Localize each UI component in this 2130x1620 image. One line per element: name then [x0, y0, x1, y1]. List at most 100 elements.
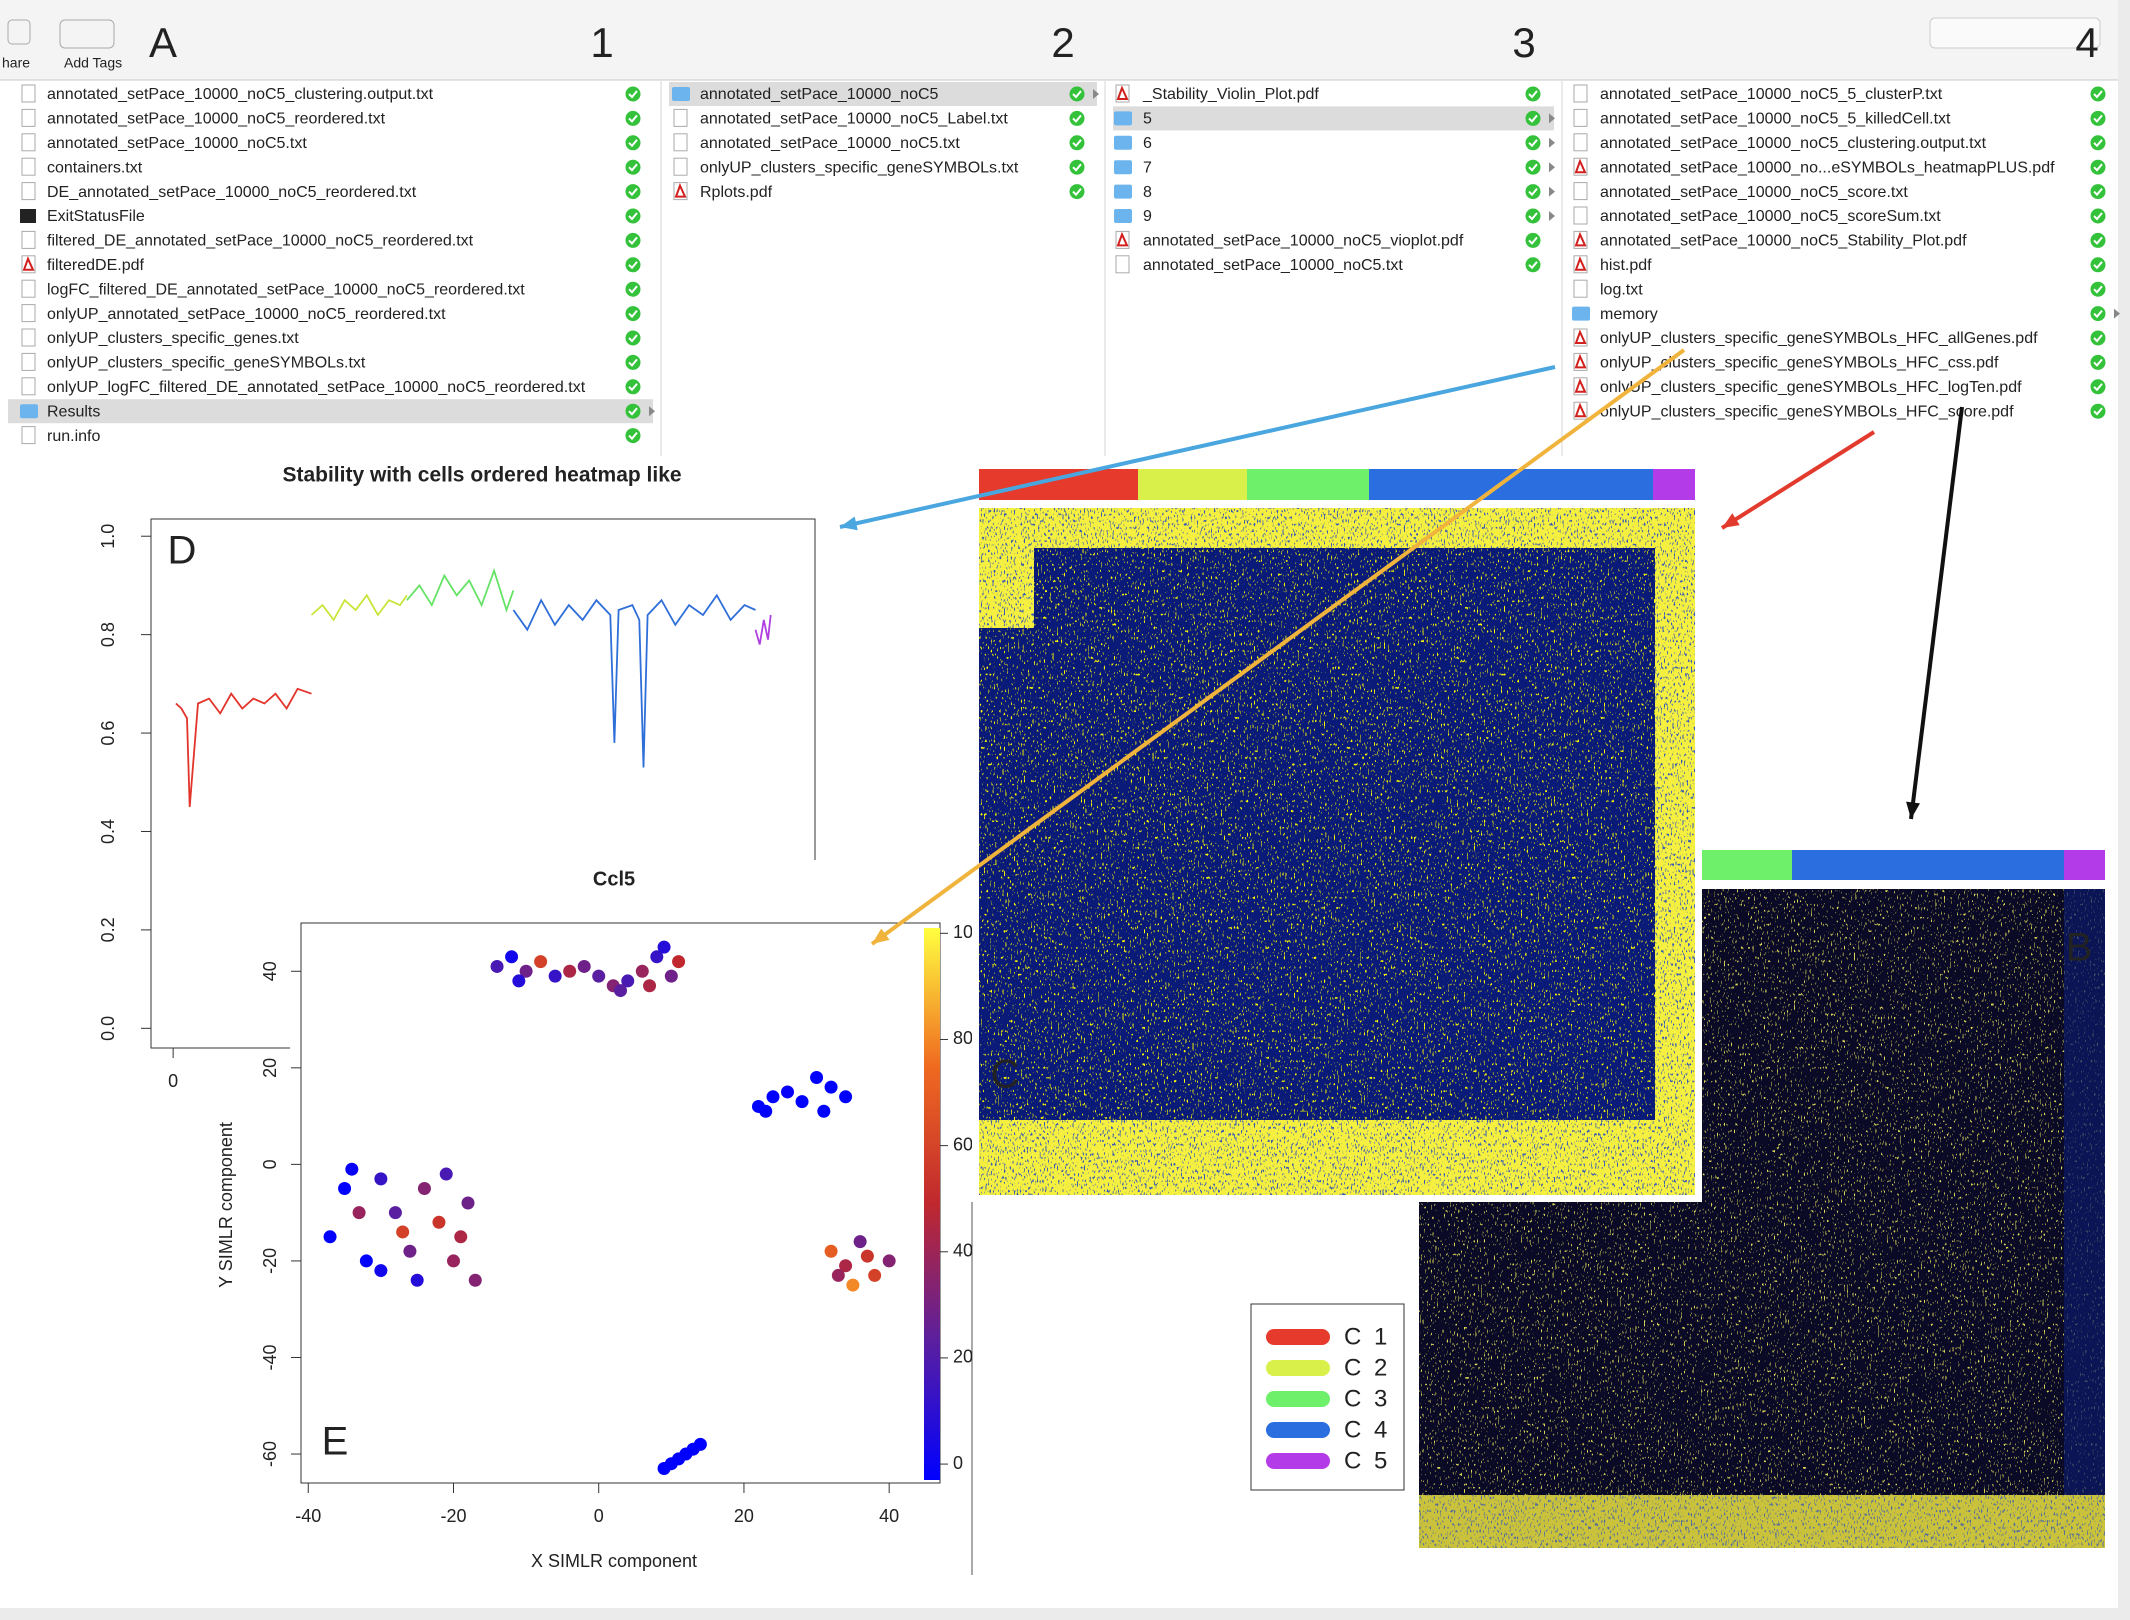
- selected-row: [8, 399, 653, 424]
- selected-row: [1113, 106, 1554, 131]
- scatter-point: [345, 1162, 359, 1176]
- file-name[interactable]: filtered_DE_annotated_setPace_10000_noC5…: [47, 233, 474, 250]
- y-tick-label: 0.0: [98, 1016, 118, 1041]
- stability-line: [406, 567, 515, 613]
- file-name[interactable]: onlyUP_logFC_filtered_DE_annotated_setPa…: [47, 379, 586, 396]
- folder-icon: [1114, 111, 1132, 126]
- file-name[interactable]: log.txt: [1600, 281, 1643, 298]
- file-name[interactable]: onlyUP_clusters_specific_geneSYMBOLs_HFC…: [1600, 330, 2038, 347]
- status-check: [628, 114, 638, 123]
- file-name[interactable]: onlyUP_clusters_specific_geneSYMBOLs_HFC…: [1600, 403, 2014, 420]
- file-name[interactable]: 8: [1143, 184, 1152, 201]
- file-name[interactable]: annotated_setPace_10000_noC5_vioplot.pdf: [1143, 233, 1464, 250]
- txt-icon: [1115, 255, 1130, 274]
- file-name[interactable]: annotated_setPace_10000_noC5_Label.txt: [700, 111, 1008, 128]
- file-name[interactable]: 6: [1143, 135, 1152, 152]
- legend-label: C 1: [1344, 1323, 1390, 1350]
- arrow: [870, 348, 1686, 946]
- status-check: [628, 139, 638, 148]
- status-badge: [2090, 86, 2106, 102]
- folder-icon: [1572, 306, 1590, 321]
- share-button[interactable]: [7, 19, 31, 45]
- file-name[interactable]: annotated_setPace_10000_noC5_reordered.t…: [47, 111, 386, 128]
- file-name[interactable]: annotated_setPace_10000_noC5.txt: [47, 135, 307, 152]
- status-check: [628, 90, 638, 99]
- file-name[interactable]: annotated_setPace_10000_noC5_clustering.…: [1600, 135, 1987, 152]
- x-tick-label: 0: [594, 1506, 604, 1526]
- arrow: [1720, 430, 1876, 530]
- file-name[interactable]: 7: [1143, 159, 1152, 176]
- status-badge: [2090, 208, 2106, 224]
- legend-label: C 5: [1344, 1447, 1390, 1474]
- scatter-point: [439, 1167, 453, 1181]
- status-badge: [2090, 403, 2106, 419]
- heatmap-c-noise: [979, 508, 1695, 1195]
- y-tick-label: 0.2: [98, 917, 118, 942]
- file-name[interactable]: memory: [1600, 306, 1658, 323]
- disclosure-arrow: [2114, 308, 2120, 319]
- file-name[interactable]: onlyUP_clusters_specific_geneSYMBOLs.txt: [47, 355, 366, 372]
- file-name[interactable]: run.info: [47, 428, 100, 445]
- pdf-glyph: [1574, 158, 1587, 174]
- file-name[interactable]: annotated_setPace_10000_noC5_score.txt: [1600, 184, 1908, 201]
- txt-icon: [21, 328, 36, 347]
- file-name[interactable]: 5: [1143, 111, 1152, 128]
- file-name[interactable]: onlyUP_clusters_specific_geneSYMBOLs.txt: [700, 159, 1019, 176]
- file-name[interactable]: ExitStatusFile: [47, 208, 145, 225]
- file-name[interactable]: annotated_setPace_10000_noC5_clustering.…: [47, 86, 434, 103]
- status-check: [2093, 236, 2103, 245]
- y-tick-label: 1.0: [98, 524, 118, 549]
- scatter-point: [505, 950, 519, 964]
- status-badge: [1069, 184, 1085, 200]
- status-badge: [1525, 135, 1541, 151]
- file-name[interactable]: annotated_setPace_10000_noC5: [700, 86, 939, 103]
- file-name[interactable]: onlyUP_clusters_specific_geneSYMBOLs_HFC…: [1600, 379, 2022, 396]
- file-name[interactable]: onlyUP_clusters_specific_geneSYMBOLs_HFC…: [1600, 355, 1999, 372]
- file-name[interactable]: _Stability_Violin_Plot.pdf: [1142, 86, 1319, 103]
- file-name[interactable]: onlyUP_annotated_setPace_10000_noC5_reor…: [47, 306, 446, 323]
- stability-line: [754, 614, 772, 645]
- status-badge: [2090, 330, 2106, 346]
- folder-icon: [1114, 184, 1132, 199]
- scatter-point: [461, 1196, 475, 1210]
- file-name[interactable]: 9: [1143, 208, 1152, 225]
- file-name[interactable]: filteredDE.pdf: [47, 257, 144, 274]
- file-name[interactable]: Rplots.pdf: [700, 184, 773, 201]
- arrow: [1909, 406, 1964, 820]
- status-badge: [1525, 232, 1541, 248]
- file-name[interactable]: DE_annotated_setPace_10000_noC5_reordere…: [47, 184, 417, 201]
- status-check: [2093, 383, 2103, 392]
- search-field[interactable]: [1929, 17, 2101, 49]
- folder-icon: [1114, 160, 1132, 175]
- scatter-point: [512, 974, 526, 988]
- scatter-point: [338, 1182, 352, 1196]
- toolbar-label: hare: [2, 55, 30, 71]
- file-name[interactable]: annotated_setPace_10000_noC5_scoreSum.tx…: [1600, 208, 1941, 225]
- file-name[interactable]: Results: [47, 403, 100, 420]
- txt-icon: [1573, 182, 1588, 201]
- file-name[interactable]: annotated_setPace_10000_noC5_Stability_P…: [1600, 233, 1967, 250]
- status-check: [1072, 114, 1082, 123]
- scatter-point: [519, 964, 533, 978]
- status-badge: [625, 257, 641, 273]
- heatmap-b-right: [2064, 889, 2105, 1495]
- status-badge: [1525, 184, 1541, 200]
- status-check: [1528, 163, 1538, 172]
- status-badge: [1525, 208, 1541, 224]
- pdf-glyph: [22, 256, 35, 271]
- file-name[interactable]: onlyUP_clusters_specific_genes.txt: [47, 330, 299, 347]
- tags-button[interactable]: [59, 19, 115, 49]
- file-name[interactable]: hist.pdf: [1600, 257, 1652, 274]
- file-name[interactable]: containers.txt: [47, 159, 143, 176]
- file-name[interactable]: logFC_filtered_DE_annotated_setPace_1000…: [47, 281, 525, 298]
- file-name[interactable]: annotated_setPace_10000_noC5_5_clusterP.…: [1600, 86, 1943, 103]
- x-tick-label: -40: [295, 1506, 321, 1526]
- file-name[interactable]: annotated_setPace_10000_noC5_5_killedCel…: [1600, 111, 1951, 128]
- txt-icon: [21, 108, 36, 127]
- file-name[interactable]: annotated_setPace_10000_noC5.txt: [1143, 257, 1403, 274]
- status-check: [1072, 90, 1082, 99]
- txt-icon: [673, 108, 688, 127]
- file-name[interactable]: annotated_setPace_10000_noC5.txt: [700, 135, 960, 152]
- status-badge: [2090, 232, 2106, 248]
- file-name[interactable]: annotated_setPace_10000_no...eSYMBOLs_he…: [1600, 159, 2055, 176]
